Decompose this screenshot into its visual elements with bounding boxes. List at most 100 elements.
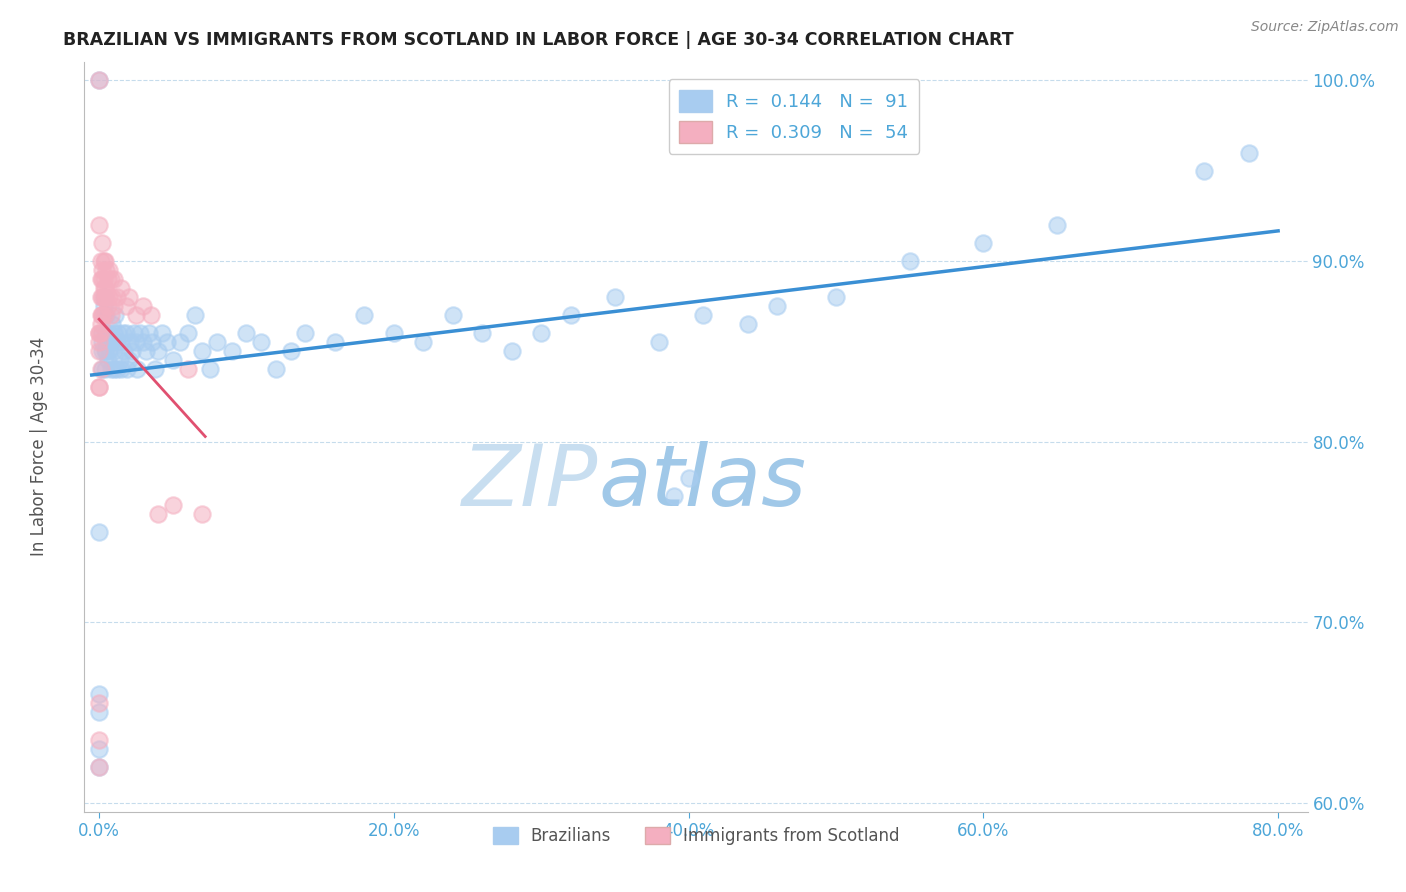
Point [115,362,138,376]
Point [294,326,316,341]
Point [93,290,115,304]
Point [112,344,135,359]
Point [94,326,117,341]
Point [90,272,112,286]
Text: In Labor Force | Age 30-34: In Labor Force | Age 30-34 [31,336,48,556]
Text: BRAZILIAN VS IMMIGRANTS FROM SCOTLAND IN LABOR FORCE | AGE 30-34 CORRELATION CHA: BRAZILIAN VS IMMIGRANTS FROM SCOTLAND IN… [63,31,1014,49]
Point [121,344,143,359]
Point [87,524,110,539]
Point [103,344,125,359]
Point [129,326,152,341]
Point [87,380,110,394]
Point [105,362,128,376]
Point [87,73,110,87]
Point [96,263,118,277]
Point [93,254,115,268]
Point [87,759,110,773]
Point [87,73,110,87]
Point [176,362,198,376]
Point [162,498,184,512]
Point [91,308,114,322]
Point [132,299,155,313]
Point [382,326,405,341]
Point [264,362,287,376]
Point [94,290,117,304]
Point [94,344,117,359]
Point [87,326,110,341]
Point [1194,163,1216,178]
Point [90,326,112,341]
Point [125,308,148,322]
Point [91,362,114,376]
Point [114,326,136,341]
Point [1046,218,1069,232]
Point [90,254,112,268]
Point [87,380,110,394]
Point [692,308,714,322]
Point [96,308,118,322]
Point [93,308,115,322]
Point [96,326,118,341]
Point [90,317,112,331]
Point [87,687,110,701]
Point [93,290,115,304]
Text: Source: ZipAtlas.com: Source: ZipAtlas.com [1251,20,1399,34]
Point [94,254,117,268]
Point [124,326,146,341]
Point [87,335,110,350]
Point [91,308,114,322]
Point [280,344,302,359]
Point [103,299,125,313]
Point [560,308,582,322]
Point [87,741,110,756]
Point [90,362,112,376]
Point [93,299,115,313]
Point [184,308,207,322]
Point [138,326,160,341]
Point [972,235,994,250]
Point [205,335,228,350]
Point [96,344,118,359]
Point [353,308,375,322]
Point [152,326,174,341]
Point [169,335,191,350]
Text: ZIP: ZIP [461,441,598,524]
Point [648,335,671,350]
Point [105,335,128,350]
Point [91,335,114,350]
Point [235,326,257,341]
Point [110,335,132,350]
Point [825,290,848,304]
Point [87,218,110,232]
Point [90,290,112,304]
Point [471,326,494,341]
Point [101,290,124,304]
Point [108,353,131,368]
Point [191,344,214,359]
Point [118,335,141,350]
Point [323,335,346,350]
Point [103,362,125,376]
Point [96,335,118,350]
Point [94,281,117,295]
Point [156,335,179,350]
Point [766,299,789,313]
Point [125,335,148,350]
Point [110,362,132,376]
Point [111,326,134,341]
Point [97,335,120,350]
Point [737,317,759,331]
Point [117,290,139,304]
Point [97,353,120,368]
Point [221,344,243,359]
Point [87,732,110,747]
Point [101,317,124,331]
Point [91,344,114,359]
Point [662,489,685,503]
Point [501,344,523,359]
Point [97,272,120,286]
Point [146,507,169,521]
Point [96,290,118,304]
Point [90,308,112,322]
Point [107,326,129,341]
